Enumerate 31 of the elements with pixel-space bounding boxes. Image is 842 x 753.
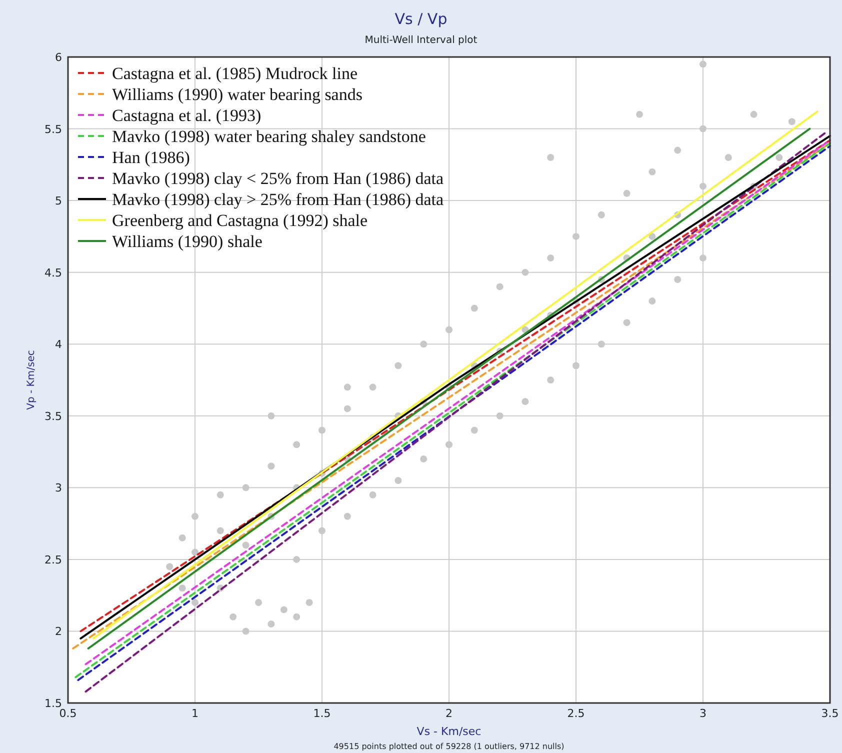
chart-subtitle: Multi-Well Interval plot <box>364 35 478 46</box>
y-tick-label: 6 <box>55 51 62 64</box>
x-tick-label: 2.5 <box>567 707 585 720</box>
chart-title: Vs / Vp <box>394 10 448 28</box>
legend-label: Mavko (1998) water bearing shaley sandstone <box>112 127 426 146</box>
y-tick-label: 4 <box>55 338 62 352</box>
y-tick-label: 2.5 <box>44 553 62 566</box>
y-tick-label: 3.5 <box>44 410 62 423</box>
y-tick-label: 3 <box>55 482 62 495</box>
y-tick-label: 4.5 <box>44 266 62 280</box>
legend-label: Greenberg and Castagna (1992) shale <box>112 211 368 230</box>
legend-label: Mavko (1998) clay > 25% from Han (1986) data <box>112 190 444 209</box>
y-tick-label: 5.5 <box>44 122 62 136</box>
y-axis-title: Vp - Km/sec <box>26 350 37 410</box>
x-tick-label: 3 <box>700 707 706 720</box>
x-tick-label: 1 <box>192 707 198 720</box>
x-tick-label: 1.5 <box>313 707 331 720</box>
legend-label: Mavko (1998) clay < 25% from Han (1986) data <box>112 169 444 188</box>
legend-label: Han (1986) <box>112 148 190 167</box>
x-tick-label: 2 <box>446 707 452 720</box>
legend-label: Williams (1990) water bearing sands <box>112 85 362 104</box>
x-tick-label: 0.5 <box>59 707 77 720</box>
x-tick-label: 3.5 <box>821 707 839 720</box>
legend-label: Castagna et al. (1985) Mudrock line <box>112 64 358 83</box>
legend-label: Castagna et al. (1993) <box>112 106 262 125</box>
y-tick-label: 5 <box>55 194 62 208</box>
y-tick-label: 1.5 <box>44 697 62 710</box>
x-axis-title: Vs - Km/sec <box>416 725 482 738</box>
legend-label: Williams (1990) shale <box>112 232 262 251</box>
text: 49515 points plotted out of 59228 (1 outliers, 9712 nulls) <box>334 742 564 751</box>
y-tick-label: 2 <box>55 625 62 638</box>
